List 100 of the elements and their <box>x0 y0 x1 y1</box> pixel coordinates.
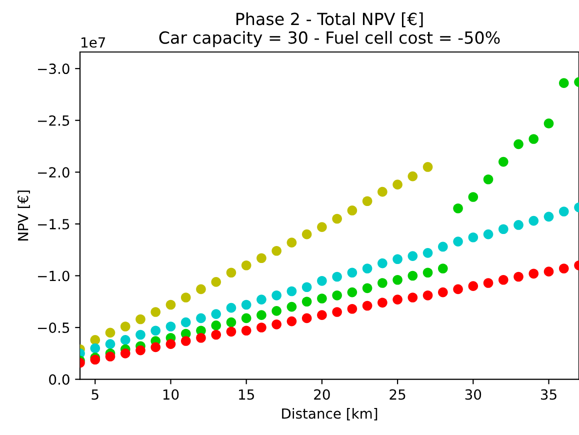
point <box>347 287 358 298</box>
point <box>120 335 130 345</box>
point <box>498 224 508 234</box>
point <box>136 314 146 324</box>
point <box>241 260 252 270</box>
x-tick-label: 20 <box>314 389 330 400</box>
point <box>196 313 206 324</box>
point <box>272 290 282 300</box>
y-axis-title: NPV [€] <box>18 190 30 240</box>
point <box>226 326 236 337</box>
point <box>302 313 312 324</box>
point <box>438 287 448 298</box>
point <box>347 304 358 314</box>
point <box>317 310 327 320</box>
x-tick-label: 25 <box>390 389 406 400</box>
point <box>136 345 146 356</box>
point <box>226 268 236 278</box>
point <box>196 284 206 294</box>
point <box>422 248 433 258</box>
point <box>241 313 252 324</box>
point <box>166 322 176 332</box>
y-tick-label: −2.5 <box>38 115 70 126</box>
point <box>286 286 297 296</box>
y-tick-label: −2.0 <box>38 167 70 178</box>
point <box>347 206 358 216</box>
point <box>105 328 116 338</box>
x-axis-title: Distance [km] <box>282 408 378 420</box>
point <box>378 186 388 197</box>
x-tick-label: 5 <box>92 389 98 400</box>
point <box>468 232 478 242</box>
text: 1e7 <box>82 37 106 48</box>
point <box>453 284 463 294</box>
point <box>302 296 312 307</box>
point <box>483 229 494 240</box>
point <box>453 236 463 246</box>
point <box>408 251 418 261</box>
point <box>438 242 448 252</box>
x-tick-label: 35 <box>540 389 556 400</box>
point <box>422 290 433 300</box>
point <box>302 229 312 240</box>
point <box>120 348 130 358</box>
chart-title: Phase 2 - Total NPV [€] Car capacity = 30 - Fuel cell cost = -50% <box>159 12 500 48</box>
y-tick-label: −1.5 <box>38 219 70 230</box>
point <box>166 339 176 349</box>
y-tick-label: −1.0 <box>38 270 70 282</box>
point <box>362 300 372 311</box>
point <box>528 268 539 279</box>
point <box>468 281 478 291</box>
point <box>544 118 554 128</box>
point <box>180 317 191 328</box>
point <box>408 171 418 182</box>
point <box>180 336 191 346</box>
point <box>544 266 554 276</box>
point <box>317 276 327 286</box>
point <box>105 339 116 349</box>
point <box>286 316 297 326</box>
point <box>286 302 297 312</box>
point <box>90 343 100 354</box>
point <box>468 192 478 202</box>
point <box>528 216 539 226</box>
x-tick-label: 10 <box>163 389 179 400</box>
point <box>150 307 161 317</box>
point <box>558 78 569 88</box>
point <box>256 310 266 320</box>
point <box>317 222 327 232</box>
point <box>272 246 282 256</box>
point <box>256 322 266 332</box>
point <box>166 300 176 310</box>
point <box>196 332 206 343</box>
point <box>226 317 236 328</box>
point <box>422 162 433 172</box>
point <box>272 306 282 316</box>
point <box>347 268 358 278</box>
point <box>514 220 524 230</box>
point <box>150 342 161 352</box>
point <box>332 214 342 224</box>
point <box>332 272 342 282</box>
point <box>378 278 388 288</box>
y-tick-label: 0.0 <box>49 374 70 385</box>
point <box>453 203 463 214</box>
point <box>392 180 402 190</box>
point <box>558 264 569 274</box>
point <box>256 253 266 264</box>
point <box>317 294 327 304</box>
point <box>302 282 312 292</box>
point <box>408 292 418 302</box>
point <box>378 298 388 308</box>
point <box>241 300 252 310</box>
point <box>332 290 342 300</box>
point <box>180 292 191 302</box>
point <box>362 264 372 274</box>
point <box>498 156 508 167</box>
point <box>392 254 402 264</box>
point <box>483 278 494 288</box>
point <box>392 274 402 285</box>
point <box>211 330 221 340</box>
point <box>256 294 266 304</box>
point <box>362 196 372 206</box>
point <box>514 139 524 150</box>
point <box>150 326 161 336</box>
